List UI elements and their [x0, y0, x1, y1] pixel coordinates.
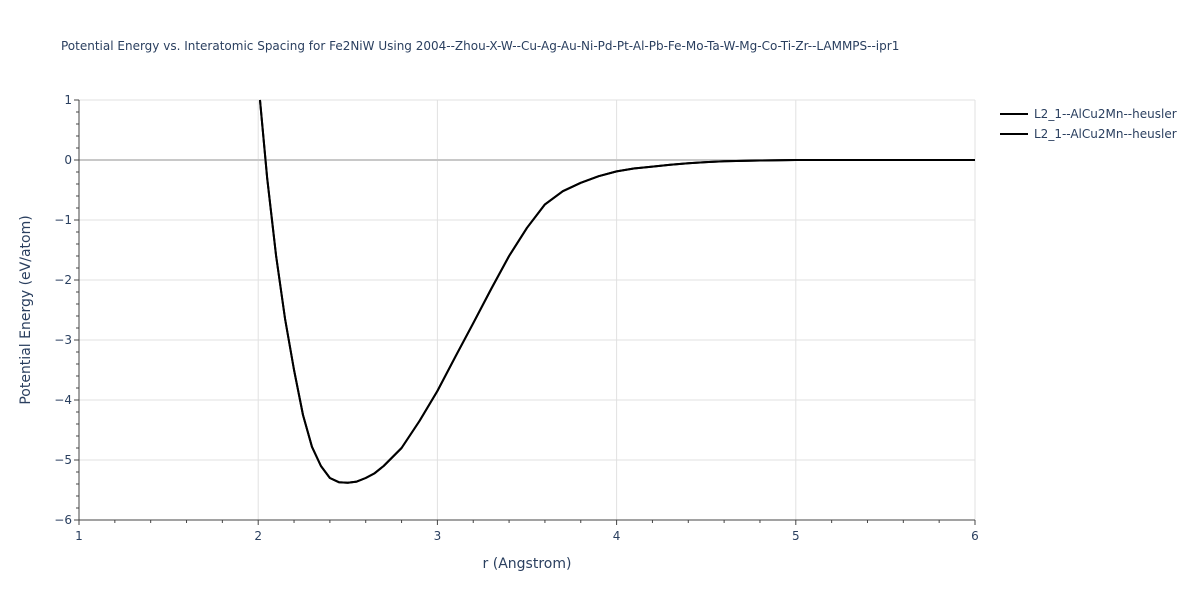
- y-tick-label: −5: [54, 453, 72, 467]
- x-axis-title: r (Angstrom): [483, 556, 572, 572]
- grid-lines: [79, 99, 976, 520]
- series-lines: [258, 99, 975, 484]
- x-tick-label: 3: [434, 529, 442, 543]
- series-line-2: [258, 99, 975, 484]
- legend-label: L2_1--AlCu2Mn--heusler: [1034, 107, 1177, 121]
- legend[interactable]: L2_1--AlCu2Mn--heusler L2_1--AlCu2Mn--heu…: [1000, 107, 1177, 141]
- y-tick-label: 0: [64, 153, 72, 167]
- x-tick-label: 6: [971, 529, 979, 543]
- y-tick-label: −6: [54, 513, 72, 527]
- y-tick-label: −1: [54, 213, 72, 227]
- y-axis-title: Potential Energy (eV/atom): [18, 215, 34, 404]
- chart-title: Potential Energy vs. Interatomic Spacing…: [61, 39, 899, 53]
- y-tick-label: −3: [54, 333, 72, 347]
- y-tick-label: −4: [54, 393, 72, 407]
- series-line-1: [258, 99, 975, 484]
- tick-labels: 1 2 3 4 5 6 1 0 −1 −2 −3 −4 −5 −6: [54, 93, 979, 543]
- x-tick-label: 5: [792, 529, 800, 543]
- y-tick-label: 1: [64, 93, 72, 107]
- legend-item-1[interactable]: L2_1--AlCu2Mn--heusler: [1000, 107, 1177, 121]
- legend-label: L2_1--AlCu2Mn--heusler: [1034, 127, 1177, 141]
- x-tick-label: 1: [75, 529, 83, 543]
- x-tick-label: 4: [613, 529, 621, 543]
- x-tick-label: 2: [254, 529, 262, 543]
- axes: [74, 99, 976, 525]
- y-tick-label: −2: [54, 273, 72, 287]
- legend-item-2[interactable]: L2_1--AlCu2Mn--heusler: [1000, 127, 1177, 141]
